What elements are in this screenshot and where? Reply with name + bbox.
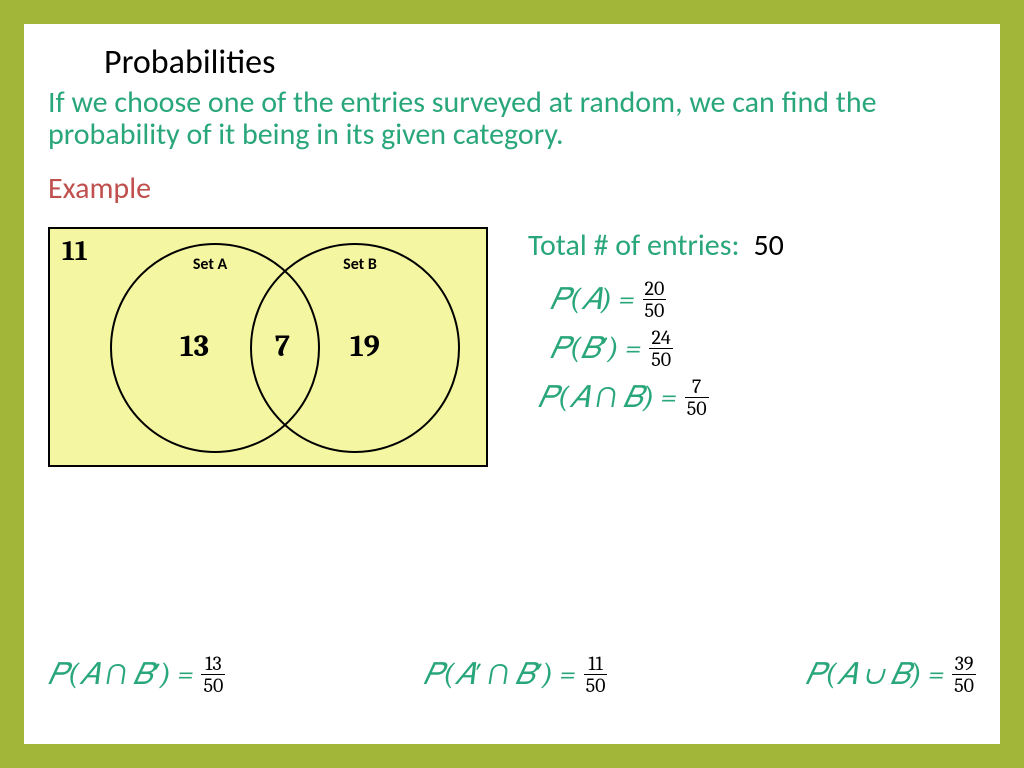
equation-fraction: 3950 [952,653,976,696]
fraction-numerator: 39 [953,653,976,674]
intro-text: If we choose one of the entries surveyed… [48,87,976,150]
equation-lhs: 𝑃(𝐴 ∪ 𝐵) = [806,657,945,692]
venn-set-b-label: Set B [330,255,390,274]
equations-bottom: 𝑃(𝐴 ∩ 𝐵′) =1350𝑃(𝐴′ ∩ 𝐵′) =1150𝑃(𝐴 ∪ 𝐵) … [48,653,976,696]
slide-frame: Probabilities If we choose one of the en… [0,0,1024,768]
equation-fraction: 1350 [201,653,225,696]
fraction-denominator: 50 [649,349,673,370]
equation-lhs: 𝑃(𝐴′ ∩ 𝐵′) = [423,657,575,692]
equation-fraction: 2050 [643,278,667,321]
equation-lhs: 𝑃(𝐴) = [550,282,635,317]
page-title: Probabilities [104,42,1000,83]
equation: 𝑃(𝐴) = 2050 [550,278,784,321]
equation-fraction: 1150 [584,653,608,696]
fraction-denominator: 50 [685,398,709,419]
fraction-denominator: 50 [952,675,976,696]
fraction-denominator: 50 [201,675,225,696]
venn-only-a-count: 13 [180,329,209,364]
fraction-numerator: 24 [649,327,672,348]
equation-lhs: 𝑃(𝐴 ∩ 𝐵) = [538,380,677,415]
equations-right: 𝑃(𝐴) =2050𝑃(𝐵′) =2450𝑃(𝐴 ∩ 𝐵) =750 [550,278,784,419]
fraction-denominator: 50 [584,675,608,696]
right-column: Total # of entries: 50 𝑃(𝐴) =2050𝑃(𝐵′) =… [528,227,784,425]
fraction-numerator: 7 [690,376,703,397]
venn-only-b-count: 19 [350,329,380,364]
equation-lhs: 𝑃(𝐵′) = [550,331,641,366]
total-row: Total # of entries: 50 [528,227,784,264]
fraction-numerator: 13 [203,653,223,674]
venn-diagram: 11 Set A Set B 13 7 19 [48,227,488,467]
fraction-denominator: 50 [643,300,667,321]
fraction-numerator: 20 [643,278,667,299]
total-label: Total # of entries: [528,227,739,264]
equation-fraction: 750 [685,376,709,419]
venn-intersection-count: 7 [275,329,290,364]
equation-lhs: 𝑃(𝐴 ∩ 𝐵′) = [48,657,193,692]
total-value: 50 [753,227,783,264]
equation: 𝑃(𝐴 ∩ 𝐵′) = 1350 [48,653,225,696]
fraction-numerator: 11 [586,653,604,674]
equation: 𝑃(𝐴 ∩ 𝐵) = 750 [538,376,784,419]
venn-outside-count: 11 [62,235,88,267]
equation-fraction: 2450 [649,327,673,370]
equation: 𝑃(𝐴′ ∩ 𝐵′) = 1150 [423,653,607,696]
content-row: 11 Set A Set B 13 7 19 Total # of entrie… [48,227,1000,467]
venn-set-a-label: Set A [180,255,240,274]
example-label: Example [48,170,1000,207]
equation: 𝑃(𝐴 ∪ 𝐵) = 3950 [806,653,976,696]
equation: 𝑃(𝐵′) = 2450 [550,327,784,370]
